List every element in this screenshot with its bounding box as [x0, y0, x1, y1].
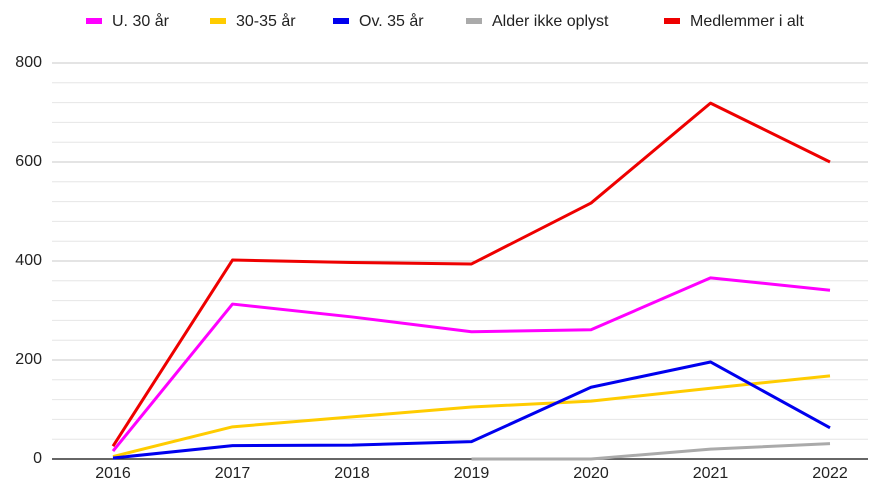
x-tick-label: 2017: [215, 465, 251, 482]
x-tick-label: 2018: [334, 465, 370, 482]
y-tick-label: 200: [15, 351, 42, 368]
y-tick-label: 0: [33, 450, 42, 467]
legend-swatch: [210, 18, 226, 24]
legend-swatch: [86, 18, 102, 24]
y-tick-label: 800: [15, 54, 42, 71]
x-tick-label: 2019: [454, 465, 490, 482]
y-tick-label: 400: [15, 252, 42, 269]
legend-swatch: [333, 18, 349, 24]
series-line: [111, 101, 831, 447]
x-tick-label: 2021: [693, 465, 729, 482]
series-line: [471, 442, 831, 461]
series-line: [111, 276, 831, 453]
legend-label: Alder ikke oplyst: [492, 13, 609, 30]
legend-label: Ov. 35 år: [359, 12, 424, 30]
legend-swatch: [466, 18, 482, 24]
legend-swatch: [664, 18, 680, 24]
series-line: [112, 374, 831, 458]
x-tick-label: 2016: [95, 465, 131, 482]
series-line: [112, 360, 831, 460]
legend-label: Medlemmer i alt: [690, 13, 804, 30]
legend-label: U. 30 år: [112, 12, 170, 30]
legend-label: 30-35 år: [236, 12, 296, 30]
x-tick-label: 2022: [812, 465, 848, 482]
x-tick-label: 2020: [573, 465, 609, 482]
y-tick-label: 600: [15, 153, 42, 170]
